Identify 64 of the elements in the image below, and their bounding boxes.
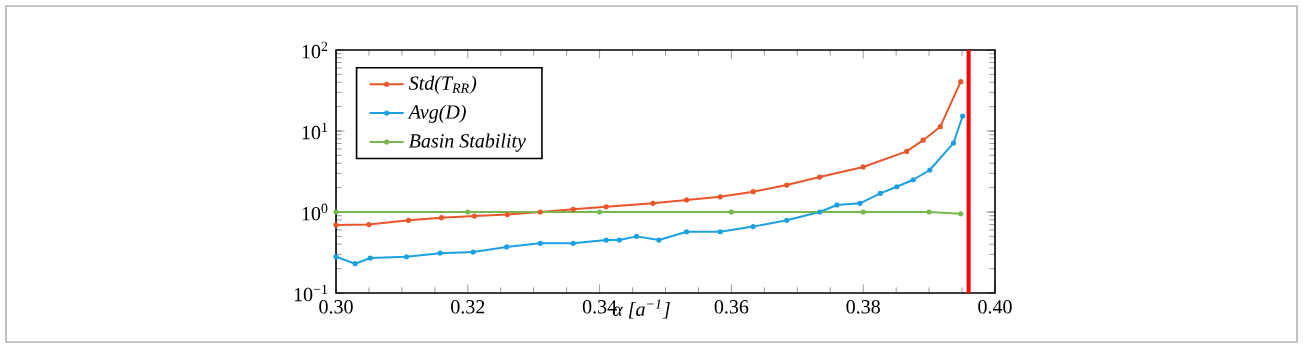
point <box>877 190 883 196</box>
point <box>958 211 964 217</box>
point <box>570 240 576 246</box>
point <box>603 237 609 243</box>
x-tick-label: 0.36 <box>714 300 749 314</box>
point <box>904 148 910 154</box>
point <box>683 197 690 203</box>
point <box>728 209 734 215</box>
point <box>650 200 656 206</box>
point <box>465 209 471 215</box>
point <box>633 233 640 239</box>
point <box>403 254 410 260</box>
point <box>352 261 358 267</box>
point <box>603 204 609 210</box>
point <box>857 200 863 206</box>
legend-label: Std(T$_{RR}$) <box>408 75 477 94</box>
point <box>470 249 476 255</box>
point <box>834 202 840 208</box>
point <box>471 213 477 219</box>
point <box>616 237 622 243</box>
point <box>937 124 943 130</box>
point <box>717 229 723 235</box>
x-tick-label: 0.32 <box>451 300 485 314</box>
point <box>926 209 932 215</box>
point <box>438 215 445 221</box>
point <box>437 250 443 256</box>
point <box>333 254 339 260</box>
point <box>910 177 916 183</box>
point <box>333 209 339 215</box>
point <box>683 229 690 235</box>
point <box>504 211 510 218</box>
y-tick-label: 10$^{0}$ <box>302 203 328 221</box>
point <box>570 206 576 212</box>
point <box>504 244 510 250</box>
point <box>750 224 756 230</box>
point <box>656 237 662 243</box>
point <box>597 209 603 215</box>
point <box>920 137 926 143</box>
point <box>950 140 957 146</box>
point <box>405 217 412 223</box>
point <box>860 164 866 170</box>
point <box>927 167 933 173</box>
y-tick-label: 10$^{2}$ <box>302 41 328 59</box>
point <box>717 194 723 200</box>
point <box>333 222 339 228</box>
y-tick-label: 10$^{1}$ <box>302 122 328 140</box>
x-tick-label: 0.30 <box>319 300 353 314</box>
x-tick-label: 0.40 <box>978 300 1012 314</box>
point <box>784 182 790 188</box>
point <box>537 240 543 246</box>
point <box>784 217 790 223</box>
point <box>958 79 964 85</box>
point <box>367 255 373 261</box>
point <box>860 209 866 215</box>
point <box>750 189 756 195</box>
point <box>960 113 966 119</box>
legend-label: Avg(D) <box>407 104 466 123</box>
point <box>537 209 543 215</box>
point <box>894 184 900 190</box>
point <box>817 174 823 180</box>
point <box>366 221 372 228</box>
legend-label: Basin Stability <box>408 133 526 152</box>
x-tick-label: 0.38 <box>846 300 880 314</box>
point <box>817 209 823 215</box>
